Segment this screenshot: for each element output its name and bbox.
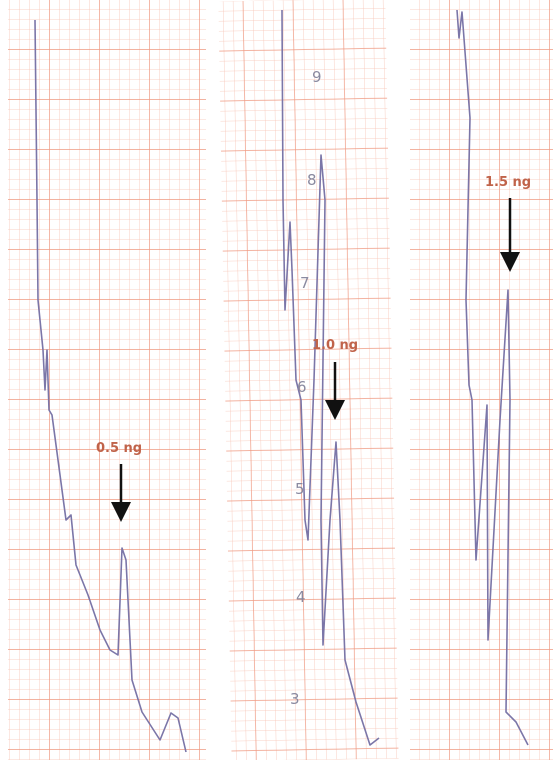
scale-number: 9	[312, 68, 322, 86]
annotation: 1.0 ng	[312, 338, 358, 353]
scale-number: 3	[290, 690, 300, 708]
chart-strip	[410, 0, 553, 760]
chart-strip	[8, 0, 206, 760]
scale-number: 8	[307, 171, 317, 189]
scale-number: 7	[300, 274, 310, 292]
screenshot: 9 8 7 6 5 4 3 0.5 ng 1.0 ng 1.5 ng	[0, 0, 553, 760]
scale-number: 6	[297, 378, 307, 396]
scale-number: 5	[295, 480, 305, 498]
scale-number: 4	[296, 588, 306, 606]
chart-strip	[218, 0, 398, 760]
annotation: 1.5 ng	[485, 175, 531, 190]
annotation: 0.5 ng	[96, 441, 142, 456]
